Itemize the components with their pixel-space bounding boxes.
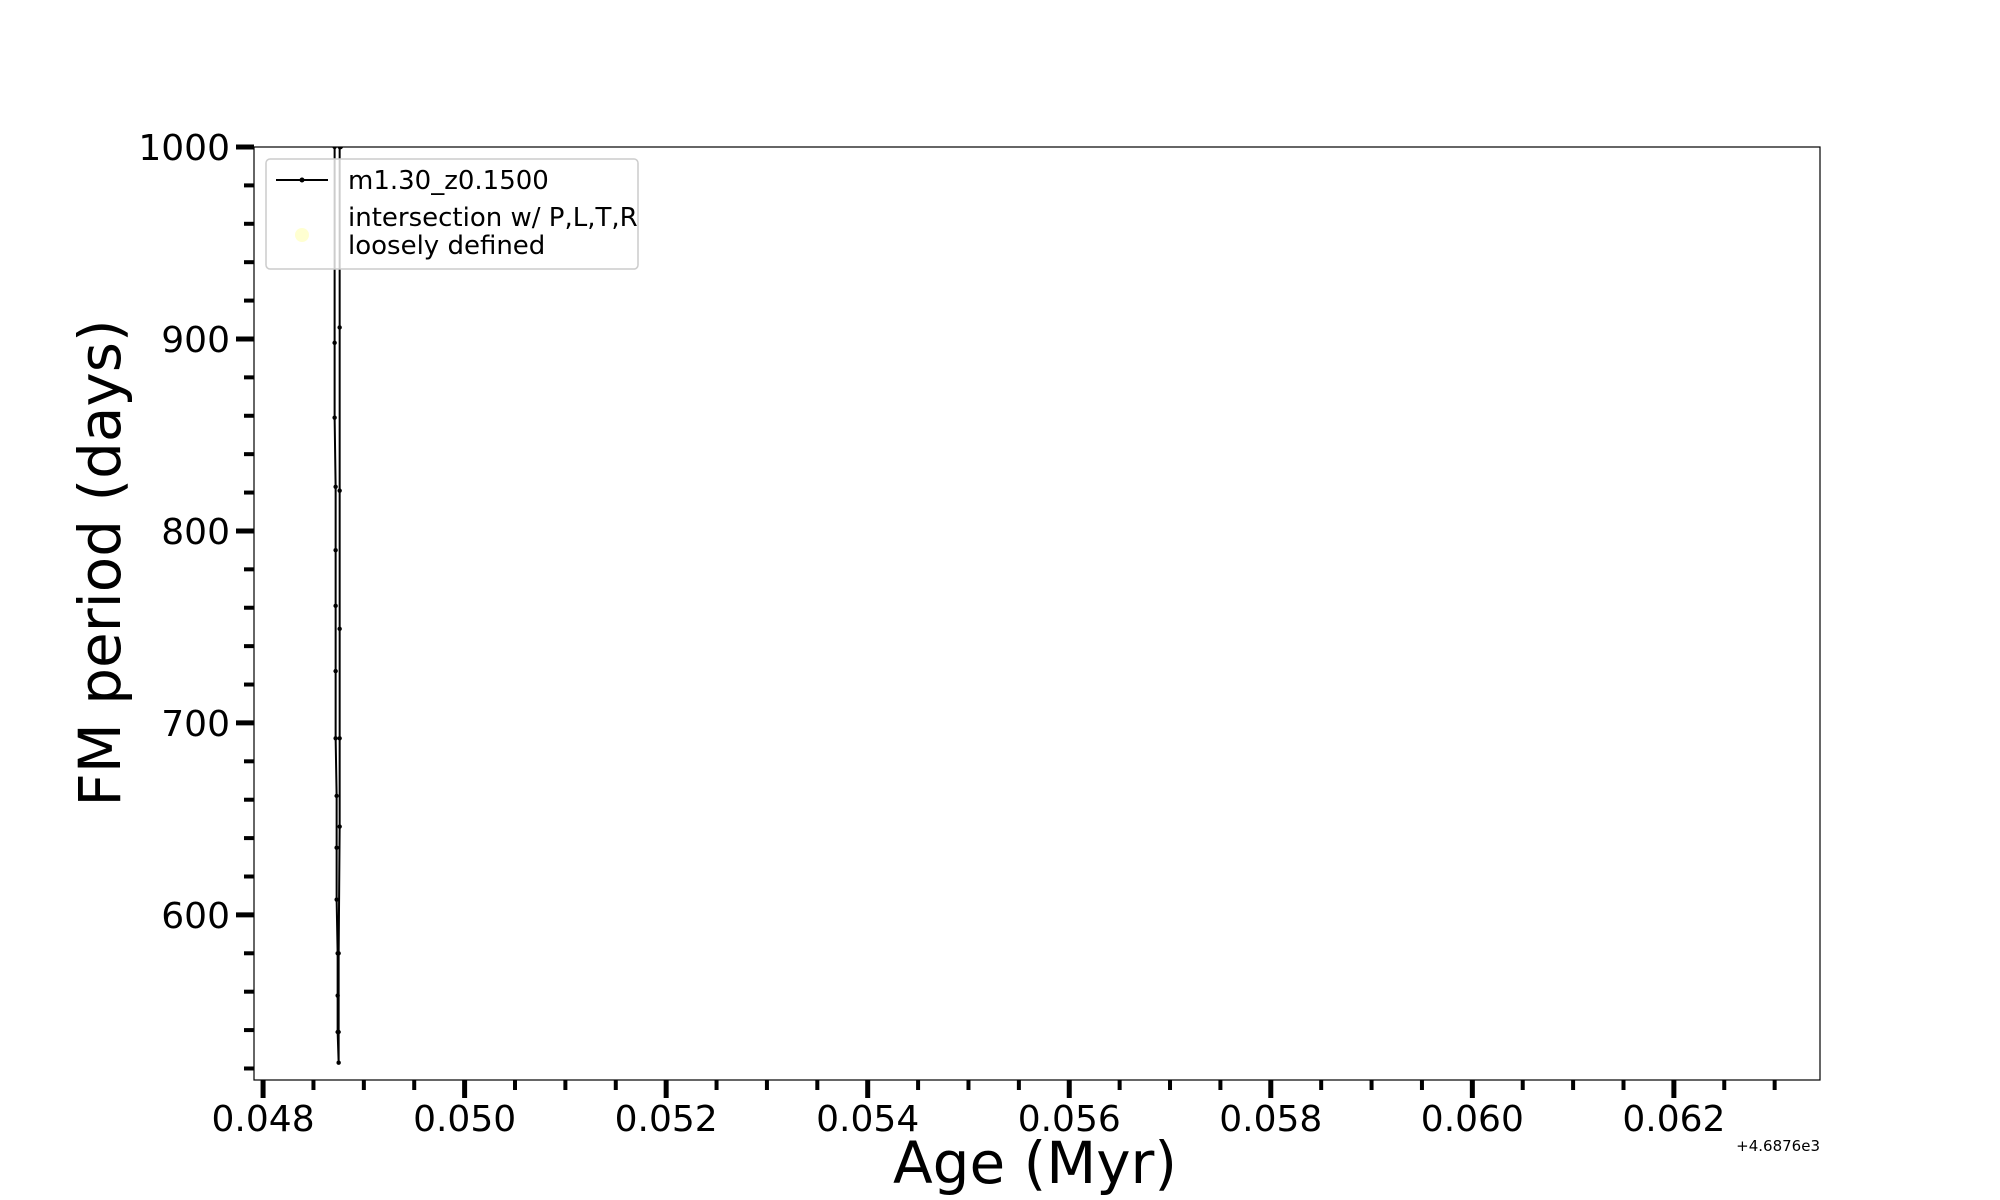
y-tick-label: 700 [161, 704, 230, 745]
plot-frame [253, 146, 1821, 1081]
series-point [336, 1060, 341, 1065]
series-point [334, 897, 339, 902]
y-tick-label: 600 [161, 896, 230, 937]
y-tick-label: 900 [161, 320, 230, 361]
series-point [334, 793, 339, 799]
y-tick-label: 800 [161, 512, 230, 553]
series-point [332, 340, 337, 346]
legend-label: loosely defined [348, 231, 545, 261]
legend-box [265, 158, 639, 270]
series-point [333, 484, 338, 489]
series-point [333, 736, 338, 741]
x-tick-label: 0.056 [1018, 1099, 1121, 1140]
y-axis: 600 700 800 900 1000 [138, 128, 254, 1071]
series-layer [332, 147, 343, 1065]
x-tick-label: 0.054 [816, 1099, 919, 1140]
x-axis-title: Age (Myr) [893, 1129, 1177, 1197]
legend-label: m1.30_z0.1500 [348, 166, 549, 196]
x-tick-label: 0.058 [1219, 1099, 1322, 1140]
series-line [333, 147, 341, 1063]
series-point [337, 626, 342, 632]
series-point [332, 415, 337, 420]
x-tick-label: 0.050 [413, 1099, 516, 1140]
series-point [336, 951, 341, 956]
legend-label: intersection w/ P,L,T,R [348, 203, 638, 233]
series-point [333, 603, 338, 609]
series-point [337, 325, 342, 330]
x-axis: 0.048 0.050 0.052 0.054 0.056 0.058 0.060 0.062 [212, 1080, 1777, 1140]
series-point [336, 1029, 341, 1035]
y-axis-title: FM period (days) [66, 319, 134, 806]
legend-point-swatch [299, 177, 305, 183]
x-tick-label: 0.062 [1622, 1099, 1725, 1140]
legend: m1.30_z0.1500 intersection w/ P,L,T,Rloos… [265, 158, 639, 270]
plot-background [254, 147, 1820, 1080]
series-point [333, 547, 338, 553]
y-tick-label: 1000 [138, 128, 230, 169]
x-tick-label: 0.052 [615, 1099, 718, 1140]
series-point [334, 845, 339, 850]
x-tick-label: 0.060 [1421, 1099, 1524, 1140]
legend-marker-swatch [295, 228, 309, 242]
x-tick-label: 0.048 [212, 1099, 315, 1140]
series-point [337, 488, 342, 493]
series-point [335, 993, 340, 998]
x-offset-label: +4.6876e3 [1736, 1137, 1820, 1155]
series-point [337, 736, 342, 741]
series-point [337, 824, 342, 829]
series-point [333, 668, 338, 674]
